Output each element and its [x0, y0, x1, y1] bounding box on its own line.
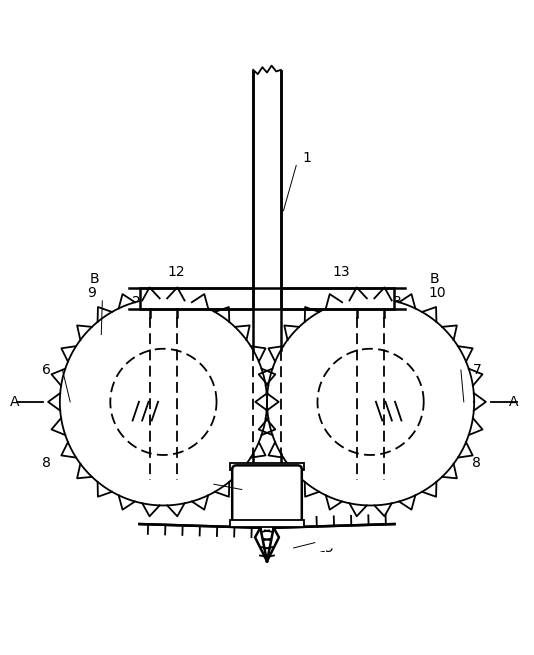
- Text: B: B: [90, 272, 99, 286]
- Bar: [230, 462, 304, 470]
- Text: 10: 10: [428, 286, 446, 300]
- Text: 13: 13: [333, 265, 350, 279]
- Polygon shape: [139, 524, 395, 567]
- Text: 3: 3: [393, 295, 402, 309]
- FancyBboxPatch shape: [232, 465, 302, 524]
- Text: A: A: [509, 395, 519, 409]
- Bar: [139, 288, 253, 309]
- Text: A: A: [10, 395, 19, 409]
- Text: 2: 2: [132, 295, 141, 309]
- Bar: [230, 520, 304, 527]
- Text: 6: 6: [42, 363, 51, 377]
- Text: 8: 8: [42, 456, 51, 470]
- Circle shape: [60, 298, 267, 506]
- Text: 9: 9: [87, 286, 96, 300]
- Text: 7: 7: [473, 363, 481, 377]
- Text: 12: 12: [168, 265, 185, 279]
- Text: 8: 8: [473, 456, 481, 470]
- Bar: [281, 288, 395, 309]
- Text: 15: 15: [317, 541, 334, 555]
- Text: 14: 14: [189, 485, 207, 499]
- Text: 1: 1: [302, 151, 311, 164]
- Text: B: B: [429, 272, 439, 286]
- Circle shape: [267, 298, 474, 506]
